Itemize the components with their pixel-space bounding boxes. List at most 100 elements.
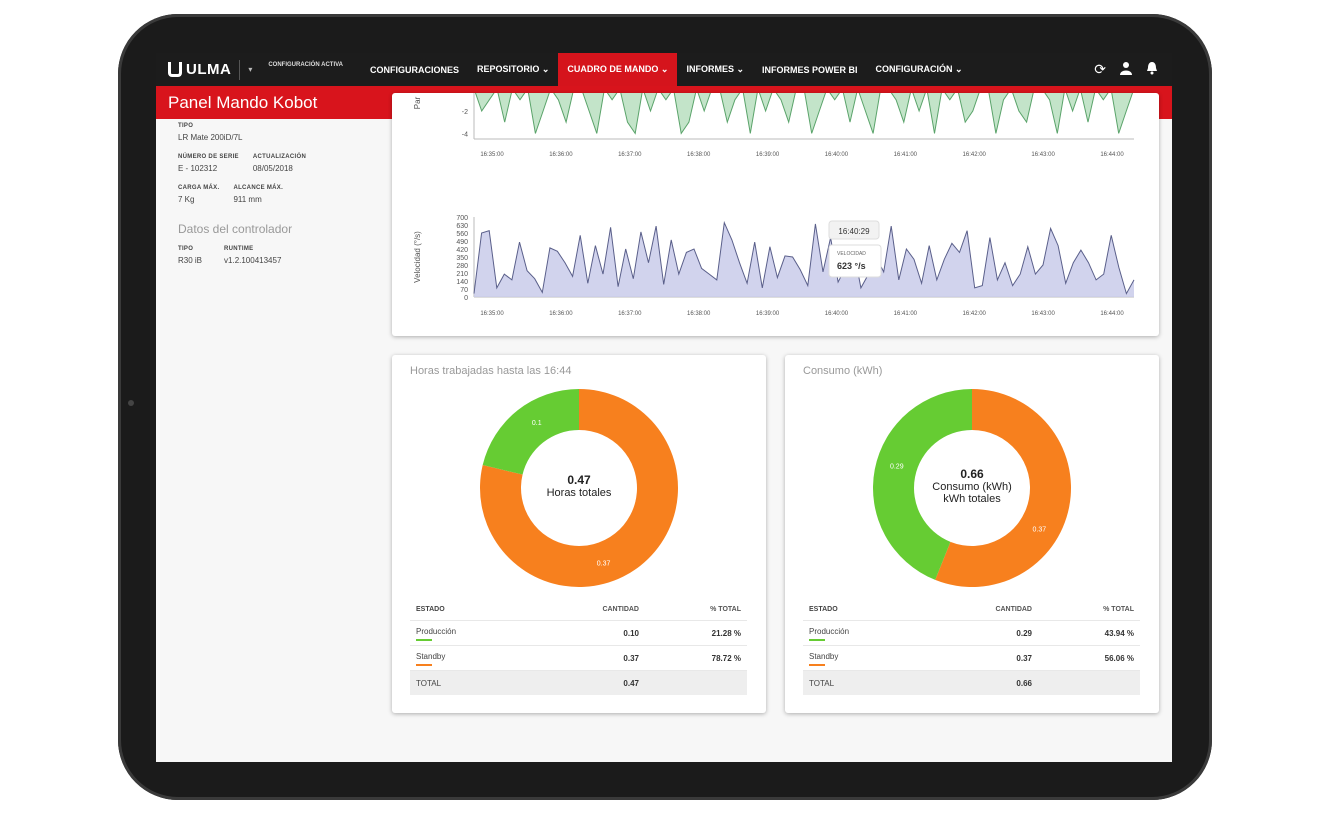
- x-tick-label: 16:36:00: [549, 311, 573, 317]
- row-estado: Producción: [416, 627, 457, 636]
- table-row: Standby 0.37 56.06 %: [803, 646, 1140, 671]
- consumo-card-title: Consumo (kWh): [803, 365, 883, 377]
- carga-value: 7 Kg: [178, 195, 195, 204]
- x-tick-label: 16:41:00: [894, 311, 918, 317]
- y-tick-label: 700: [456, 215, 468, 222]
- nav-cuadro-de-mando[interactable]: CUADRO DE MANDO ⌄: [558, 53, 678, 86]
- horas-center-label: Horas totales: [546, 487, 612, 499]
- row-cantidad: 0.29: [1016, 629, 1032, 638]
- tablet-camera: [128, 400, 134, 406]
- nav-informes-power-bi[interactable]: INFORMES POWER BI: [762, 64, 858, 75]
- x-tick-label: 16:39:00: [756, 152, 780, 158]
- standby-swatch: [809, 664, 825, 666]
- produccion-swatch: [416, 639, 432, 641]
- x-tick-label: 16:43:00: [1031, 152, 1055, 158]
- nav-repositorio[interactable]: REPOSITORIO ⌄: [477, 64, 550, 74]
- pie-slice-produccin: [872, 389, 972, 580]
- nav-icons: ⟳: [1094, 61, 1158, 78]
- row-pct: 43.94 %: [1104, 629, 1134, 638]
- x-tick-label: 16:36:00: [549, 152, 573, 158]
- series-line: [473, 86, 1135, 135]
- brand-name: ULMA: [186, 61, 232, 78]
- table-total-row: TOTAL 0.47: [410, 671, 747, 695]
- table-total-row: TOTAL 0.66: [803, 671, 1140, 695]
- col-estado: ESTADO: [809, 606, 838, 613]
- chart-tooltip: 16:40:29 VELOCIDAD 623 °/s: [828, 220, 882, 278]
- row-estado: Standby: [416, 652, 446, 661]
- user-icon[interactable]: [1120, 61, 1132, 78]
- total-label: TOTAL: [809, 679, 835, 688]
- y-tick-label: 420: [456, 247, 468, 254]
- x-tick-label: 16:39:00: [756, 311, 780, 317]
- tooltip-label: VELOCIDAD: [837, 251, 866, 257]
- actualizacion-value: 08/05/2018: [252, 164, 293, 173]
- total-label: TOTAL: [416, 679, 442, 688]
- ctrl-tipo-value: R30 iB: [178, 256, 203, 265]
- consumo-center-label: Consumo (kWh): [932, 481, 1012, 493]
- tipo-value: LR Mate 200iD/7L: [178, 133, 243, 142]
- slice-label: 0.29: [890, 464, 904, 471]
- slice-label: 0.1: [532, 420, 542, 427]
- x-tick-label: 16:40:00: [825, 152, 849, 158]
- app-screen: ULMA ▾ CONFIGURACIÓN ACTIVA CONFIGURACIO…: [156, 53, 1172, 762]
- y-tick-label: 70: [460, 287, 468, 294]
- y-axis-title: Velocidad (°/s): [413, 231, 422, 283]
- y-tick-label: 280: [456, 263, 468, 270]
- tooltip-time: 16:40:29: [838, 227, 870, 236]
- horas-center-value: 0.47: [567, 473, 591, 487]
- row-cantidad: 0.37: [623, 654, 639, 663]
- y-tick-label: 560: [456, 231, 468, 238]
- x-tick-label: 16:44:00: [1100, 311, 1124, 317]
- x-tick-label: 16:37:00: [618, 152, 642, 158]
- chevron-down-icon[interactable]: ▾: [248, 65, 253, 74]
- table-row: Producción 0.10 21.28 %: [410, 621, 747, 646]
- series-area: [474, 88, 1134, 134]
- produccion-swatch: [809, 639, 825, 641]
- bell-icon[interactable]: [1146, 61, 1158, 78]
- x-tick-label: 16:42:00: [963, 152, 987, 158]
- horas-donut-chart: 0.37 0.1: [480, 389, 678, 587]
- nav-configuracion[interactable]: CONFIGURACIÓN ⌄: [875, 64, 963, 74]
- tooltip-value-box: [828, 244, 882, 278]
- serie-value: E - 102312: [178, 164, 218, 173]
- horas-card: Horas trabajadas hasta las 16:44 0.37 0.1…: [392, 355, 766, 713]
- line-charts-card: -2 -4 16:35:00 16:36:00 16:37:00 16:38:00 16:3…: [392, 86, 1159, 336]
- y-tick-label: 490: [456, 239, 468, 246]
- nav-configuraciones[interactable]: CONFIGURACIONES: [370, 64, 460, 75]
- nav-divider: [239, 59, 241, 80]
- alcance-label: ALCANCE MÁX.: [233, 185, 284, 191]
- total-cantidad: 0.47: [623, 679, 639, 688]
- y-tick-label: 350: [456, 255, 468, 262]
- pie-slice-standby: [935, 389, 1071, 587]
- serie-label: NÚMERO DE SERIE: [178, 154, 239, 160]
- table-row: Standby 0.37 78.72 %: [410, 646, 747, 671]
- table-header: ESTADO CANTIDAD % TOTAL: [803, 598, 1140, 621]
- x-tick-label: 16:44:00: [1100, 152, 1124, 158]
- ctrl-tipo-label: TIPO: [178, 246, 194, 252]
- standby-swatch: [416, 664, 432, 666]
- table-row: Producción 0.29 43.94 %: [803, 621, 1140, 646]
- refresh-icon[interactable]: ⟳: [1094, 61, 1106, 77]
- row-cantidad: 0.10: [623, 629, 639, 638]
- col-pct: % TOTAL: [1103, 606, 1134, 613]
- consumo-donut-chart: 0.37 0.29: [872, 389, 1071, 587]
- col-cantidad: CANTIDAD: [602, 606, 639, 613]
- y-tick-label: 0: [464, 295, 468, 302]
- x-tick-label: 16:38:00: [687, 152, 711, 158]
- x-tick-label: 16:41:00: [894, 152, 918, 158]
- col-cantidad: CANTIDAD: [995, 606, 1032, 613]
- nav-informes[interactable]: INFORMES ⌄: [686, 64, 745, 74]
- y-tick-label: -4: [462, 131, 468, 138]
- y-tick-label: 140: [456, 279, 468, 286]
- consumo-table: ESTADO CANTIDAD % TOTAL Producción 0.29 …: [803, 598, 1140, 695]
- consumo-center-value: 0.66: [960, 467, 984, 481]
- y-tick-label: 630: [456, 223, 468, 230]
- robot-info-panel: TIPO LR Mate 200iD/7L NÚMERO DE SERIE E …: [178, 123, 378, 265]
- ulma-logo[interactable]: ULMA: [168, 61, 231, 78]
- active-config-label[interactable]: CONFIGURACIÓN ACTIVA: [268, 61, 344, 68]
- page-title: Panel Mando Kobot: [168, 93, 318, 112]
- total-cantidad: 0.66: [1016, 679, 1032, 688]
- consumo-card: Consumo (kWh) 0.37 0.29 0.66 Consumo (kWh…: [785, 355, 1159, 713]
- top-navbar: ULMA ▾ CONFIGURACIÓN ACTIVA CONFIGURACIO…: [156, 53, 1172, 86]
- x-tick-label: 16:43:00: [1031, 311, 1055, 317]
